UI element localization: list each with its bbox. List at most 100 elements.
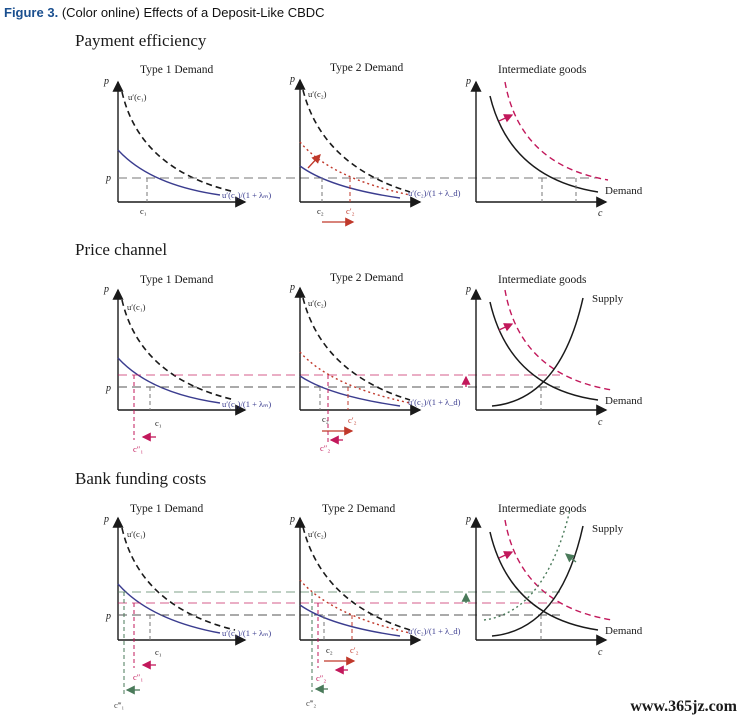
curve-u2 bbox=[302, 297, 411, 401]
c2pp-label: c″₂ bbox=[320, 443, 330, 453]
curve-label-u2d: u′(c₂)/(1 + λ_d) bbox=[408, 397, 461, 407]
curve-label-u1: u′(c₁) bbox=[128, 92, 147, 102]
curve-label-u1m: u′(c₁)/(1 + λₘ) bbox=[222, 190, 271, 200]
figure-caption: Figure 3. (Color online) Effects of a De… bbox=[4, 5, 325, 20]
demand-label: Demand bbox=[605, 625, 643, 637]
supply-curve-shifted bbox=[483, 509, 571, 621]
panel-s3-intermediate: Intermediate goods p c Supply Demand bbox=[461, 503, 643, 658]
c1pp-label: c″₁ bbox=[133, 672, 143, 682]
curve-u2-blue bbox=[299, 604, 401, 637]
curve-label-u1: u′(c₁) bbox=[127, 302, 146, 312]
price-label: p bbox=[105, 611, 111, 622]
curve-label-u2: u′(c₂) bbox=[308, 529, 327, 539]
shift-arrow bbox=[307, 154, 321, 169]
curve-label-u1: u′(c₁) bbox=[127, 529, 146, 539]
curve-label-u2d: u′(c₂)/(1 + λ_d) bbox=[408, 626, 461, 636]
y-axis-label: p bbox=[103, 76, 109, 87]
panel-s2-type1: Type 1 Demand p u′(c₁) p c₁ c″₁ u′(c₁)/(… bbox=[103, 274, 560, 454]
curve-u2-blue bbox=[299, 375, 401, 407]
demand-curve-shifted bbox=[504, 519, 613, 621]
y-axis-label: p bbox=[289, 282, 295, 293]
shift-arrow bbox=[498, 114, 514, 123]
c2-label: c₂ bbox=[317, 206, 324, 216]
x-axis-label: c bbox=[598, 208, 603, 219]
shift-arrow bbox=[498, 323, 514, 332]
y-axis-label: p bbox=[103, 514, 109, 525]
section-title-price-channel: Price channel bbox=[75, 240, 167, 259]
curve-u2-shifted bbox=[299, 351, 411, 404]
x-axis-label: c bbox=[598, 417, 603, 428]
shift-arrow bbox=[498, 551, 514, 560]
y-axis-label: p bbox=[465, 284, 471, 295]
c1-label: c₁ bbox=[155, 647, 162, 657]
c2-label: c₂ bbox=[326, 645, 333, 655]
curve-u1-blue bbox=[117, 149, 221, 196]
curve-u1 bbox=[121, 299, 236, 401]
panel-title: Type 1 Demand bbox=[140, 64, 214, 76]
c2p-label: c′₂ bbox=[348, 415, 357, 425]
price-label: p bbox=[105, 383, 111, 394]
panel-title: Type 2 Demand bbox=[330, 272, 404, 284]
y-axis-label: p bbox=[465, 514, 471, 525]
c1pp-label: c″₁ bbox=[133, 444, 143, 454]
y-axis-label: p bbox=[465, 76, 471, 87]
curve-u1-blue bbox=[117, 357, 221, 404]
curve-u2 bbox=[302, 89, 411, 193]
demand-curve-shifted bbox=[504, 81, 609, 181]
section-title-bank-funding-costs: Bank funding costs bbox=[75, 469, 206, 488]
curve-label-u2d: u′(c₂)/(1 + λ_d) bbox=[408, 188, 461, 198]
supply-label: Supply bbox=[592, 293, 624, 305]
c1-label: c₁ bbox=[140, 206, 147, 216]
curve-u2 bbox=[302, 526, 411, 631]
curve-label-u2: u′(c₂) bbox=[308, 89, 327, 99]
panel-title: Type 1 Demand bbox=[140, 274, 214, 286]
demand-label: Demand bbox=[605, 395, 643, 407]
panel-title: Intermediate goods bbox=[498, 64, 587, 76]
y-axis-label: p bbox=[289, 74, 295, 85]
curve-u1-blue bbox=[117, 583, 221, 634]
panel-s1-type2: Type 2 Demand p u′(c₂) c₂ c′₂ u′(c₂)/(1 … bbox=[289, 62, 461, 227]
figure-caption-text: (Color online) Effects of a Deposit-Like… bbox=[61, 5, 325, 20]
c1ppp-label: c‴₁ bbox=[114, 700, 124, 710]
panel-s3-type1: Type 1 Demand p u′(c₁) p c₁ c″₁ c‴₁ u′(c… bbox=[103, 503, 560, 710]
curve-label-u2: u′(c₂) bbox=[308, 298, 327, 308]
c2-label: c₂ bbox=[322, 414, 329, 424]
curve-u2-blue bbox=[299, 165, 401, 199]
c2p-label: c′₂ bbox=[346, 206, 355, 216]
demand-curve bbox=[489, 531, 599, 631]
c2p-label: c′₂ bbox=[350, 645, 359, 655]
curve-u2-shifted bbox=[299, 141, 411, 196]
panel-s2-intermediate: Intermediate goods p c Supply Demand bbox=[461, 274, 643, 428]
watermark: www.365jz.com bbox=[630, 698, 737, 715]
y-axis-label: p bbox=[103, 284, 109, 295]
panel-title: Type 2 Demand bbox=[322, 503, 396, 515]
y-axis-label: p bbox=[289, 514, 295, 525]
demand-curve bbox=[489, 301, 599, 401]
panel-title: Intermediate goods bbox=[498, 503, 587, 515]
panel-s2-type2: Type 2 Demand p u′(c₂) c₂ c′₂ c″₂ u′(c₂)… bbox=[289, 272, 461, 453]
curve-label-u1m: u′(c₁)/(1 + λₘ) bbox=[222, 399, 271, 409]
supply-curve bbox=[491, 297, 584, 407]
curve-label-u1m: u′(c₁)/(1 + λₘ) bbox=[222, 628, 271, 638]
panel-title: Type 1 Demand bbox=[130, 503, 204, 515]
c1-label: c₁ bbox=[155, 418, 162, 428]
curve-u1 bbox=[121, 91, 236, 193]
section-title-payment-efficiency: Payment efficiency bbox=[75, 31, 207, 50]
demand-curve bbox=[489, 95, 599, 193]
panel-s1-intermediate: Intermediate goods p c Demand bbox=[465, 64, 643, 219]
panel-s1-type1: Type 1 Demand p u′(c₁) p c₁ u′(c₁)/(1 + … bbox=[103, 64, 600, 216]
c2pp-label: c″₂ bbox=[316, 673, 326, 683]
panel-title: Type 2 Demand bbox=[330, 62, 404, 74]
c2ppp-label: c‴₂ bbox=[306, 698, 316, 708]
supply-label: Supply bbox=[592, 523, 624, 535]
figure-label: Figure 3. bbox=[4, 5, 59, 20]
panel-title: Intermediate goods bbox=[498, 274, 587, 286]
demand-label: Demand bbox=[605, 185, 643, 197]
curve-u2-shifted bbox=[299, 579, 411, 634]
supply-shift-arrow bbox=[564, 553, 577, 563]
price-label: p bbox=[105, 173, 111, 184]
supply-curve bbox=[491, 525, 584, 637]
x-axis-label: c bbox=[598, 647, 603, 658]
panel-s3-type2: Type 2 Demand p u′(c₂) c₂ c′₂ c″₂ c‴₂ u′… bbox=[289, 503, 461, 708]
